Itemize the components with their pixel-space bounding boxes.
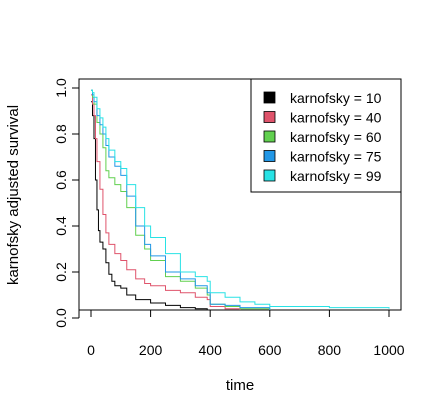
legend-swatch [263, 91, 276, 104]
series-line-3 [91, 89, 271, 310]
y-tick-label: 0.4 [53, 216, 69, 236]
legend-label: karnofsky = 75 [290, 149, 382, 165]
x-tick-label: 1000 [373, 342, 404, 358]
y-axis-label: karnofsky adjusted survival [5, 105, 22, 285]
x-tick-label: 600 [258, 342, 282, 358]
legend-box [250, 78, 402, 193]
legend-label: karnofsky = 10 [290, 90, 382, 106]
legend: karnofsky = 10 karnofsky = 40 karnofsky = … [250, 78, 402, 193]
x-axis-label: time [226, 377, 254, 394]
legend-swatch [263, 169, 276, 182]
x-tick-label: 0 [87, 342, 95, 358]
x-tick-label: 800 [318, 342, 342, 358]
series-line-0 [91, 101, 211, 310]
x-axis: 0 200 400 600 800 1000 [87, 309, 405, 358]
legend-swatch [263, 150, 276, 162]
legend-label: karnofsky = 99 [290, 168, 382, 184]
x-tick-label: 200 [139, 342, 163, 358]
legend-label: karnofsky = 40 [290, 110, 382, 126]
y-tick-label: 0.6 [53, 170, 69, 190]
y-tick-label: 0.2 [53, 262, 69, 282]
y-tick-label: 0.8 [53, 124, 69, 144]
y-tick-label: 1.0 [53, 78, 69, 98]
legend-label: karnofsky = 60 [290, 129, 382, 145]
y-tick-label: 0.0 [53, 308, 69, 328]
legend-swatch [263, 111, 276, 123]
x-tick-label: 400 [199, 342, 223, 358]
legend-swatch [263, 130, 276, 143]
y-axis: 0.0 0.2 0.4 0.6 0.8 1.0 [53, 78, 80, 328]
series-line-4 [91, 89, 390, 309]
series-layer [91, 89, 390, 310]
